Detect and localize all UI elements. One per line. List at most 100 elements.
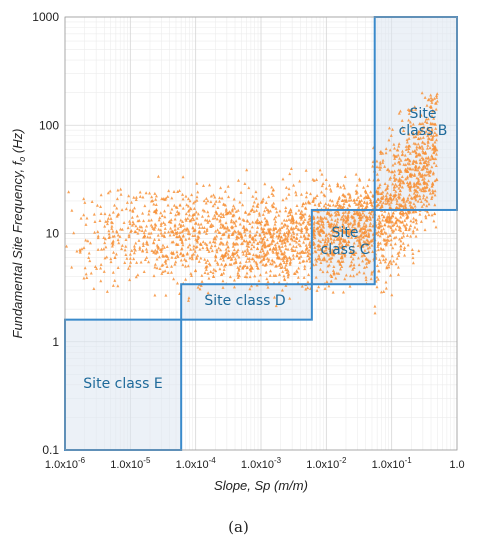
data-point bbox=[298, 244, 302, 248]
data-point bbox=[408, 120, 412, 124]
data-point bbox=[261, 237, 265, 241]
x-axis-label: Slope, Sp (m/m) bbox=[214, 478, 308, 493]
data-point bbox=[312, 228, 316, 232]
data-point bbox=[424, 159, 428, 163]
data-point bbox=[331, 203, 335, 207]
data-point bbox=[186, 204, 190, 208]
data-point bbox=[265, 238, 269, 242]
data-point bbox=[293, 239, 297, 243]
data-point bbox=[405, 138, 409, 142]
data-point bbox=[263, 240, 267, 244]
data-point bbox=[379, 231, 383, 235]
data-point bbox=[397, 172, 401, 176]
data-point bbox=[261, 197, 265, 201]
data-point bbox=[205, 227, 209, 231]
data-point bbox=[382, 290, 386, 294]
data-point bbox=[247, 259, 251, 263]
data-point bbox=[348, 264, 352, 268]
data-point bbox=[352, 218, 356, 222]
data-point bbox=[210, 244, 214, 248]
data-point bbox=[193, 249, 197, 253]
data-point bbox=[336, 182, 340, 186]
data-point bbox=[388, 260, 392, 264]
data-point bbox=[120, 208, 124, 212]
data-point bbox=[409, 224, 413, 228]
data-point bbox=[346, 235, 350, 239]
data-point bbox=[255, 254, 259, 258]
data-point bbox=[388, 175, 392, 179]
data-point bbox=[393, 156, 397, 160]
data-point bbox=[195, 198, 199, 202]
data-point bbox=[236, 265, 240, 269]
data-point bbox=[408, 162, 412, 166]
data-point bbox=[128, 252, 132, 256]
data-point bbox=[190, 253, 194, 257]
data-point bbox=[136, 231, 140, 235]
data-point bbox=[410, 248, 414, 252]
data-point bbox=[335, 226, 339, 230]
data-point bbox=[272, 246, 276, 250]
data-point bbox=[385, 240, 389, 244]
data-point bbox=[353, 222, 357, 226]
data-point bbox=[411, 261, 415, 265]
data-point bbox=[291, 219, 295, 223]
data-point bbox=[376, 186, 380, 190]
data-point bbox=[354, 251, 358, 255]
data-point bbox=[299, 211, 303, 215]
data-point bbox=[143, 257, 147, 261]
data-point bbox=[426, 172, 430, 176]
data-point bbox=[213, 258, 217, 262]
data-point bbox=[186, 264, 190, 268]
data-point bbox=[379, 150, 383, 154]
data-point bbox=[371, 215, 375, 219]
data-point bbox=[336, 220, 340, 224]
data-point bbox=[184, 264, 188, 268]
data-point bbox=[402, 234, 406, 238]
data-point bbox=[194, 210, 198, 214]
data-point bbox=[312, 234, 316, 238]
data-point bbox=[361, 259, 365, 263]
data-point bbox=[159, 223, 163, 227]
data-point bbox=[324, 248, 328, 252]
data-point bbox=[394, 227, 398, 231]
data-point bbox=[102, 236, 106, 240]
data-point bbox=[338, 204, 342, 208]
data-point bbox=[431, 137, 435, 141]
data-point bbox=[232, 197, 236, 201]
data-point bbox=[384, 151, 388, 155]
data-point bbox=[409, 205, 413, 209]
data-point bbox=[79, 216, 83, 220]
data-point bbox=[354, 202, 358, 206]
data-point bbox=[398, 219, 402, 223]
data-point bbox=[331, 248, 335, 252]
data-point bbox=[166, 270, 170, 274]
data-point bbox=[210, 249, 214, 253]
data-point bbox=[75, 249, 79, 253]
data-point bbox=[255, 246, 259, 250]
site-class-region bbox=[181, 284, 312, 320]
data-point bbox=[103, 256, 107, 260]
data-point bbox=[350, 235, 354, 239]
data-point bbox=[244, 259, 248, 263]
data-point bbox=[335, 222, 339, 226]
data-point bbox=[124, 237, 128, 241]
data-point bbox=[388, 218, 392, 222]
data-point bbox=[368, 259, 372, 263]
data-point bbox=[406, 182, 410, 186]
data-point bbox=[99, 266, 103, 270]
data-point bbox=[430, 195, 434, 199]
data-point bbox=[70, 265, 74, 269]
data-point bbox=[181, 219, 185, 223]
data-point bbox=[333, 210, 337, 214]
data-point bbox=[216, 228, 220, 232]
data-point bbox=[381, 158, 385, 162]
data-point bbox=[255, 208, 259, 212]
data-point bbox=[306, 237, 310, 241]
data-point bbox=[412, 181, 416, 185]
data-point bbox=[337, 213, 341, 217]
data-point bbox=[174, 255, 178, 259]
data-point bbox=[407, 136, 411, 140]
data-point bbox=[286, 275, 290, 279]
data-point bbox=[324, 216, 328, 220]
data-point bbox=[324, 177, 328, 181]
